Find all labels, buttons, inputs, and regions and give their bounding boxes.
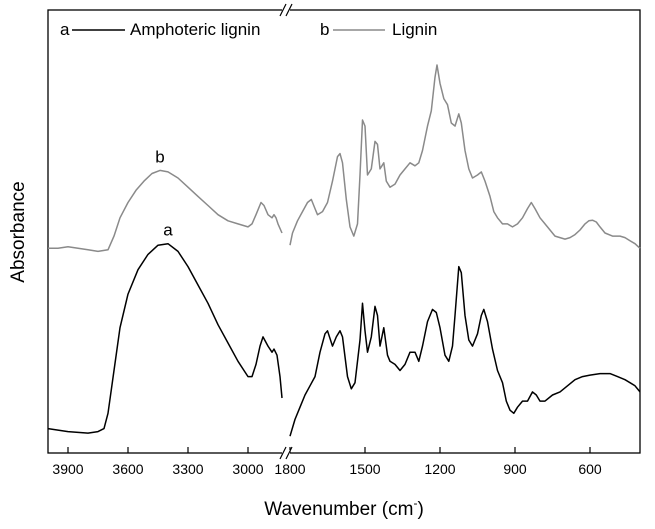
x-tick-label: 1800 xyxy=(274,461,305,477)
spectra: ab xyxy=(48,65,640,436)
series-a-line xyxy=(290,267,640,437)
series-a-line xyxy=(48,244,282,433)
x-axis-title-close: ) xyxy=(417,499,423,520)
series-b-label: b xyxy=(155,147,164,166)
x-tick-label: 3300 xyxy=(172,461,203,477)
x-axis-title: Wavenumber (cm-) xyxy=(264,496,424,520)
legend-label-b: Lignin xyxy=(392,20,437,39)
x-axis-title-main: Wavenumber (cm xyxy=(264,499,413,520)
x-ticks: 3900 3600 3300 3000 1800 1500 1200 900 600 xyxy=(52,447,601,477)
series-a-label: a xyxy=(163,221,173,240)
x-tick-label: 600 xyxy=(578,461,602,477)
legend-label-a: Amphoteric lignin xyxy=(130,20,260,39)
legend: a Amphoteric lignin b Lignin xyxy=(60,20,437,39)
y-axis-title: Absorbance xyxy=(8,181,29,282)
x-tick-label: 3600 xyxy=(112,461,143,477)
x-tick-label: 900 xyxy=(503,461,527,477)
x-tick-label: 3900 xyxy=(52,461,83,477)
x-tick-label: 1500 xyxy=(349,461,380,477)
x-tick-label: 1200 xyxy=(424,461,455,477)
x-tick-label: 3000 xyxy=(232,461,263,477)
legend-letter-a: a xyxy=(60,20,70,39)
legend-letter-b: b xyxy=(320,20,329,39)
series-b-line xyxy=(290,65,640,248)
